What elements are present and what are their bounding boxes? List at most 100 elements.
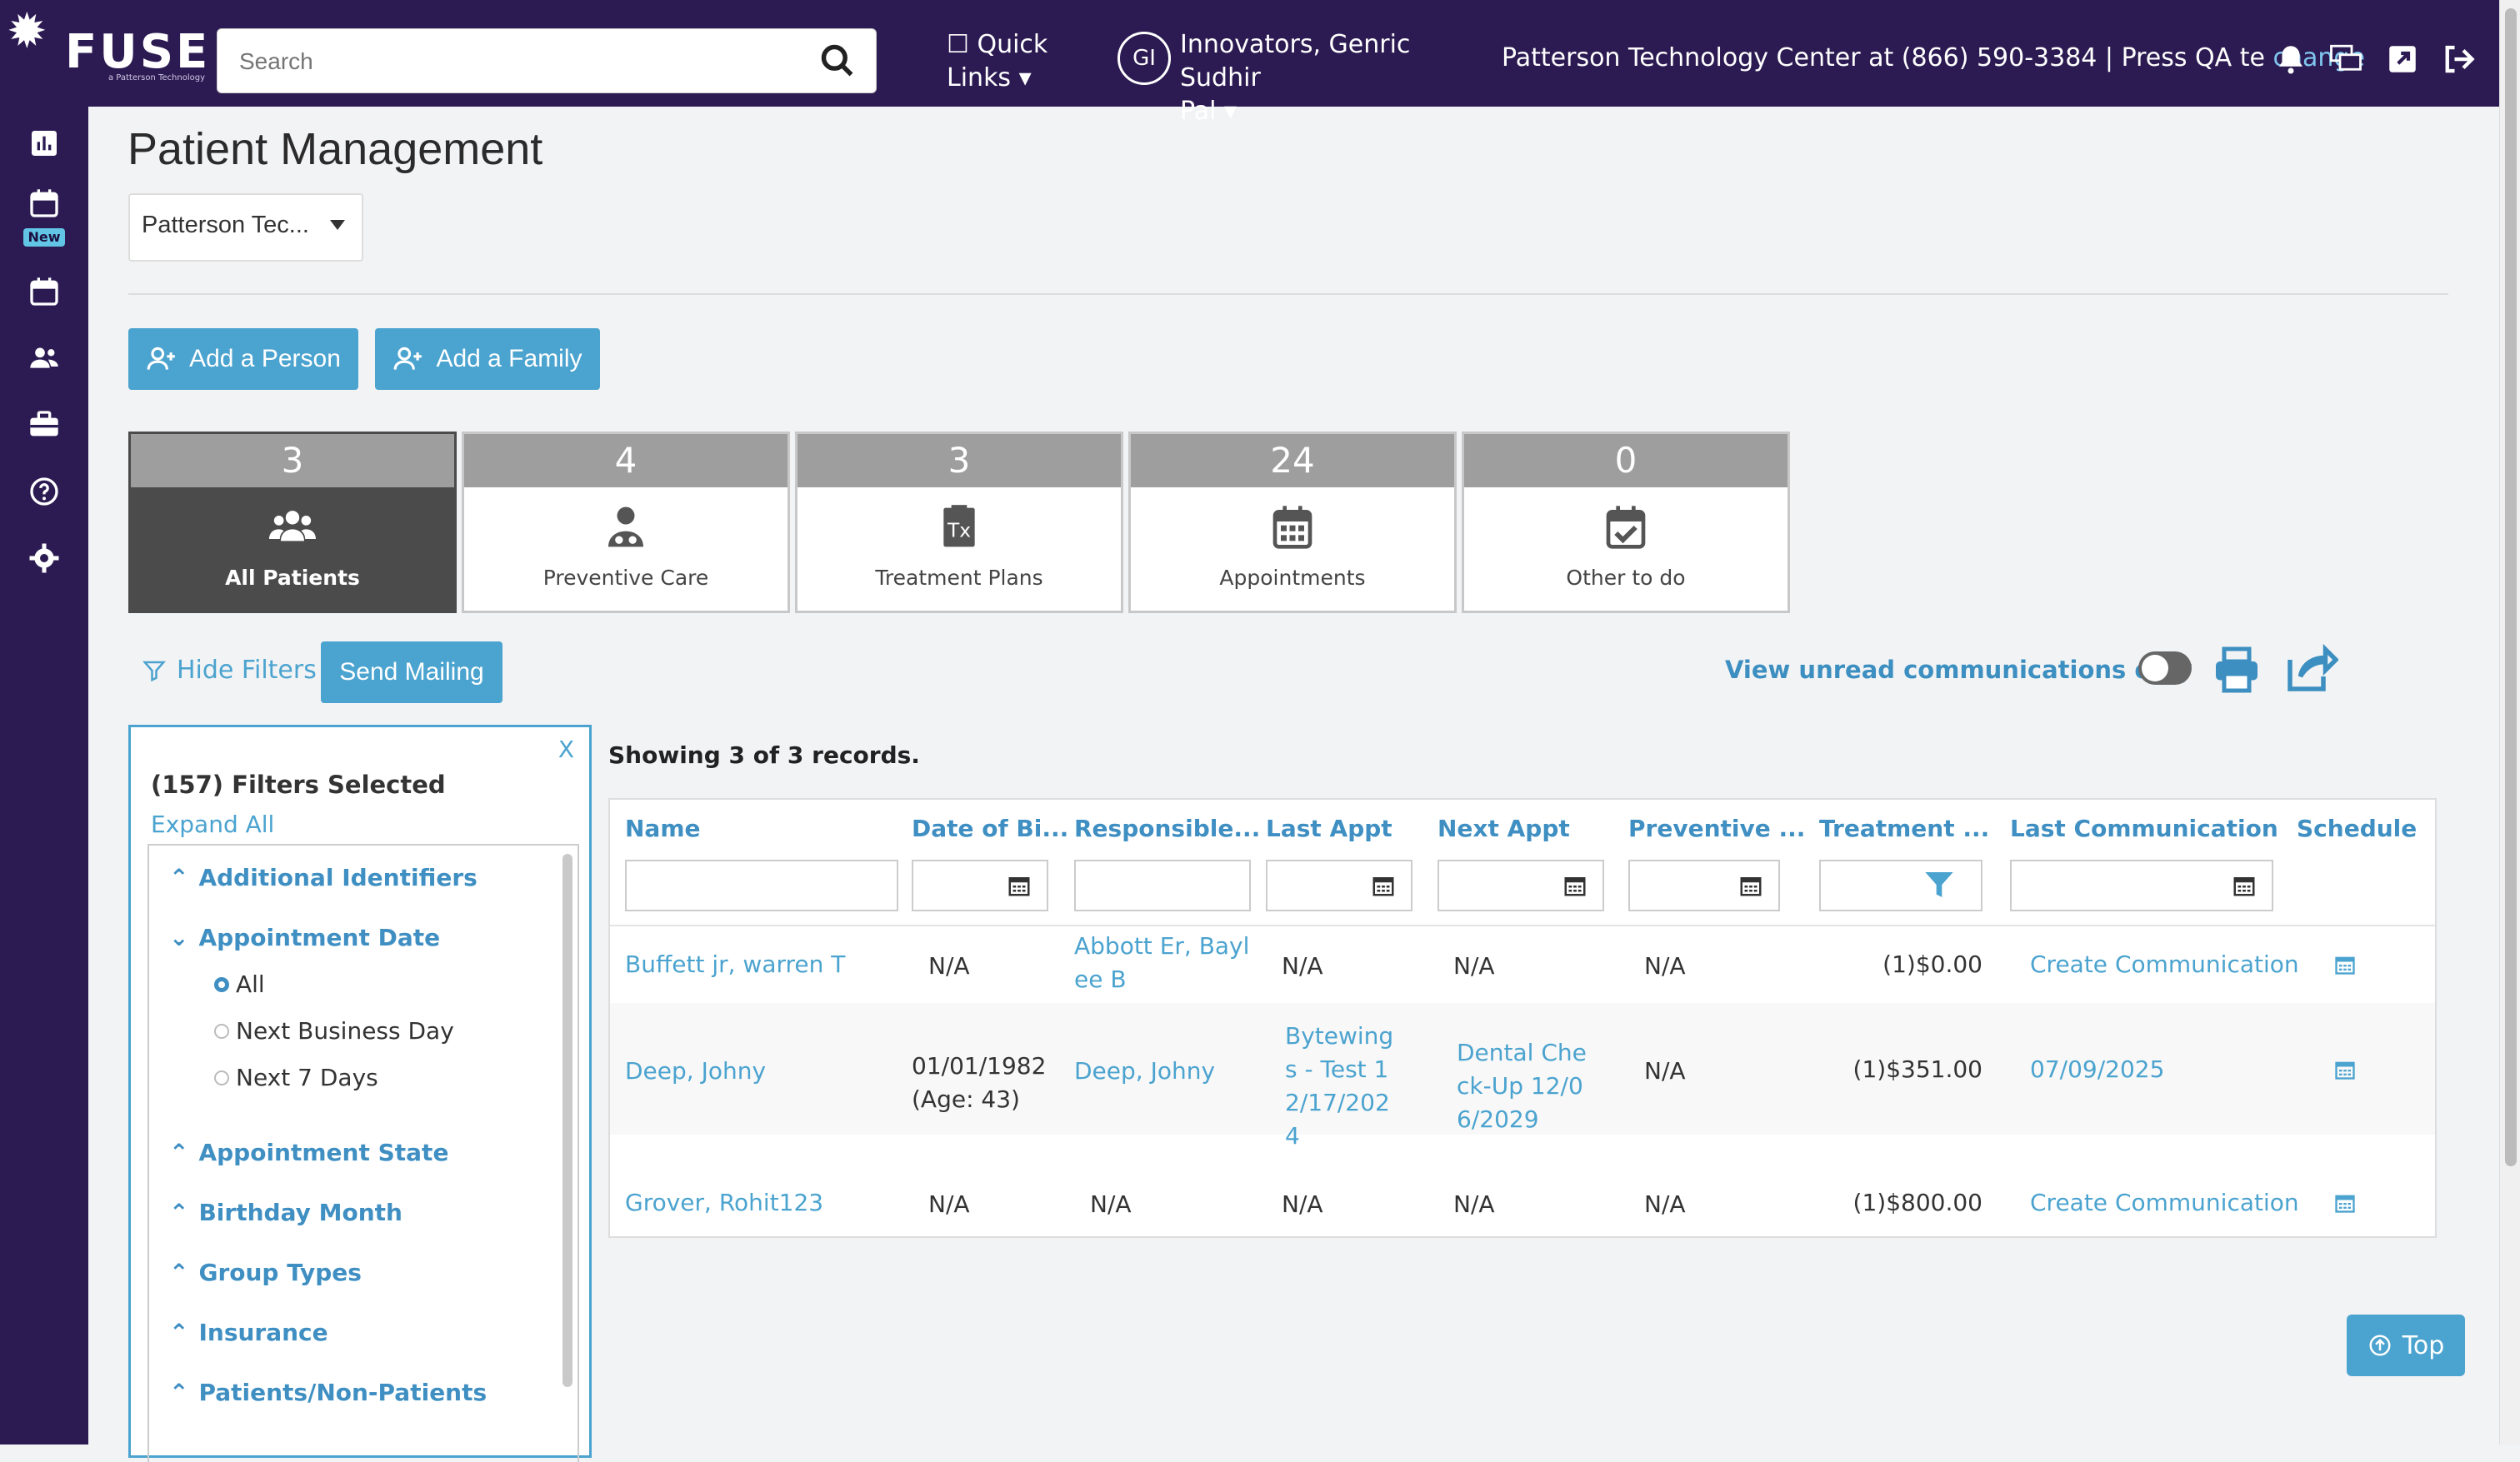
location-select[interactable]: Patterson Tec... bbox=[128, 193, 363, 262]
filter-section-birthday-month[interactable]: ⌃ Birthday Month bbox=[169, 1199, 402, 1226]
tile-preventive-care[interactable]: 4 Preventive Care bbox=[462, 432, 790, 613]
appt-line: 4 bbox=[1285, 1122, 1300, 1150]
chevron-up-icon: ⌃ bbox=[169, 1319, 189, 1346]
col-header-last-communication[interactable]: Last Communication bbox=[2010, 815, 2278, 842]
radio-label: All bbox=[236, 971, 265, 998]
patient-name-link[interactable]: Deep, Johny bbox=[625, 1057, 767, 1085]
col-header-responsible[interactable]: Responsible... bbox=[1074, 815, 1261, 842]
filter-section-insurance[interactable]: ⌃ Insurance bbox=[169, 1319, 328, 1346]
filter-section-group-types[interactable]: ⌃ Group Types bbox=[169, 1259, 362, 1286]
search-input[interactable] bbox=[238, 44, 782, 79]
tile-treatment-plans[interactable]: 3 Tx Treatment Plans bbox=[795, 432, 1123, 613]
calendar-icon[interactable] bbox=[1371, 873, 1396, 898]
calendar-icon[interactable] bbox=[1562, 873, 1588, 898]
col-header-treatment[interactable]: Treatment ... bbox=[1819, 815, 1990, 842]
responsible-link[interactable]: Abbott Er, Bayl ee B bbox=[1074, 930, 1249, 996]
top-header: ☐ Quick Links ▾ GI Innovators, Genric Su… bbox=[88, 0, 2500, 126]
filter-section-label: Appointment State bbox=[198, 1139, 449, 1166]
page-scroll-thumb[interactable] bbox=[2505, 8, 2517, 1166]
filter-panel: X (157) Filters Selected Expand All ⌃ Add… bbox=[128, 725, 592, 1462]
search-box[interactable] bbox=[217, 28, 877, 93]
arrow-up-circle-icon bbox=[2369, 1335, 2391, 1356]
radio-next-business-day[interactable]: Next Business Day bbox=[214, 1017, 454, 1045]
external-link-icon[interactable] bbox=[2385, 42, 2420, 77]
help-icon[interactable] bbox=[24, 472, 64, 511]
radio-next-7-days[interactable]: Next 7 Days bbox=[214, 1064, 378, 1091]
last-appt-value: N/A bbox=[1282, 952, 1323, 980]
chevron-up-icon: ⌃ bbox=[169, 864, 189, 891]
fuse-logo[interactable]: ✹ FUSE a Patterson Technology bbox=[0, 0, 208, 107]
settings-icon[interactable] bbox=[24, 538, 64, 578]
location-select-value: Patterson Tec... bbox=[142, 212, 309, 238]
hide-filters-link[interactable]: Hide Filters bbox=[142, 656, 317, 685]
add-family-label: Add a Family bbox=[436, 345, 582, 372]
col-header-preventive[interactable]: Preventive ... bbox=[1628, 815, 1806, 842]
calendar-new-icon[interactable] bbox=[24, 183, 64, 223]
radio-all[interactable]: All bbox=[214, 971, 265, 998]
filter-section-additional-identifiers[interactable]: ⌃ Additional Identifiers bbox=[169, 864, 478, 891]
tile-all-patients[interactable]: 3 All Patients bbox=[128, 432, 457, 613]
people-icon[interactable] bbox=[24, 338, 64, 378]
share-icon[interactable] bbox=[2283, 643, 2338, 693]
patient-name-link[interactable]: Grover, Rohit123 bbox=[625, 1189, 824, 1216]
filter-section-appointment-state[interactable]: ⌃ Appointment State bbox=[169, 1139, 448, 1166]
patient-name-link[interactable]: Buffett jr, warren T bbox=[625, 951, 846, 978]
user-menu[interactable]: Innovators, Genric Sudhir Pal ▾ bbox=[1180, 28, 1480, 128]
filter-section-label: Group Types bbox=[198, 1259, 362, 1286]
last-appt-link[interactable]: Bytewing s - Test 1 2/17/202 4 bbox=[1285, 1020, 1393, 1153]
radio-label: Next 7 Days bbox=[236, 1064, 378, 1091]
filter-section-patients-non-patients[interactable]: ⌃ Patients/Non-Patients bbox=[169, 1379, 487, 1406]
create-communication-link[interactable]: Create Communication bbox=[2030, 1189, 2299, 1216]
calendar-icon[interactable] bbox=[2232, 873, 2257, 898]
logout-icon[interactable] bbox=[2440, 42, 2475, 77]
briefcase-icon[interactable] bbox=[24, 405, 64, 445]
filter-scrollbar[interactable] bbox=[562, 854, 572, 1387]
next-appt-filter-input[interactable] bbox=[1438, 860, 1604, 911]
print-icon[interactable] bbox=[2212, 645, 2262, 695]
create-communication-link[interactable]: Create Communication bbox=[2030, 951, 2299, 978]
tile-count: 3 bbox=[131, 434, 454, 487]
responsible-filter-input[interactable] bbox=[1074, 860, 1251, 911]
last-appt-filter-input[interactable] bbox=[1266, 860, 1412, 911]
send-mailing-button[interactable]: Send Mailing bbox=[321, 641, 502, 703]
last-communication-link[interactable]: 07/09/2025 bbox=[2030, 1055, 2165, 1083]
table-row bbox=[610, 1003, 2435, 1135]
add-family-button[interactable]: Add a Family bbox=[375, 328, 600, 390]
next-appt-link[interactable]: Dental Che ck-Up 12/0 6/2029 bbox=[1457, 1036, 1587, 1136]
schedule-calendar-icon[interactable] bbox=[2333, 1058, 2357, 1081]
search-icon[interactable] bbox=[819, 42, 856, 79]
dashboard-icon[interactable] bbox=[24, 123, 64, 163]
expand-all-link[interactable]: Expand All bbox=[151, 811, 275, 838]
col-header-last-appt[interactable]: Last Appt bbox=[1266, 815, 1392, 842]
age-line: (Age: 43) bbox=[912, 1085, 1020, 1113]
back-to-top-button[interactable]: Top bbox=[2347, 1315, 2465, 1376]
dob-filter-input[interactable] bbox=[912, 860, 1048, 911]
schedule-calendar-icon[interactable] bbox=[2333, 1191, 2357, 1215]
name-filter-input[interactable] bbox=[625, 860, 898, 911]
tile-other-to-do[interactable]: 0 Other to do bbox=[1462, 432, 1790, 613]
preventive-filter-input[interactable] bbox=[1628, 860, 1780, 911]
quick-links-menu[interactable]: ☐ Quick Links ▾ bbox=[947, 28, 1048, 95]
calendar-icon[interactable] bbox=[24, 272, 64, 312]
col-header-next-appt[interactable]: Next Appt bbox=[1438, 815, 1570, 842]
user-avatar[interactable]: GI bbox=[1118, 32, 1171, 85]
unread-only-toggle[interactable] bbox=[2138, 651, 2192, 685]
responsible-line: Abbott Er, Bayl bbox=[1074, 932, 1250, 960]
col-header-name[interactable]: Name bbox=[625, 815, 701, 842]
filter-funnel-icon[interactable] bbox=[1922, 868, 1956, 901]
responsible-link[interactable]: Deep, Johny bbox=[1074, 1057, 1216, 1085]
bell-icon[interactable] bbox=[2273, 42, 2308, 77]
filter-section-appointment-date[interactable]: ⌄ Appointment Date bbox=[169, 924, 440, 951]
next-appt-value: N/A bbox=[1453, 952, 1495, 980]
page-scrollbar[interactable] bbox=[2499, 0, 2520, 1445]
col-header-dob[interactable]: Date of Bi... bbox=[912, 815, 1069, 842]
close-filters-button[interactable]: X bbox=[558, 736, 574, 763]
schedule-calendar-icon[interactable] bbox=[2333, 953, 2357, 976]
last-communication-filter-input[interactable] bbox=[2010, 860, 2273, 911]
treatment-filter-input[interactable] bbox=[1819, 860, 1982, 911]
calendar-icon[interactable] bbox=[1738, 873, 1763, 898]
calendar-icon[interactable] bbox=[1007, 873, 1032, 898]
chat-icon[interactable] bbox=[2328, 42, 2363, 77]
tile-appointments[interactable]: 24 Appointments bbox=[1128, 432, 1457, 613]
add-person-button[interactable]: Add a Person bbox=[128, 328, 358, 390]
